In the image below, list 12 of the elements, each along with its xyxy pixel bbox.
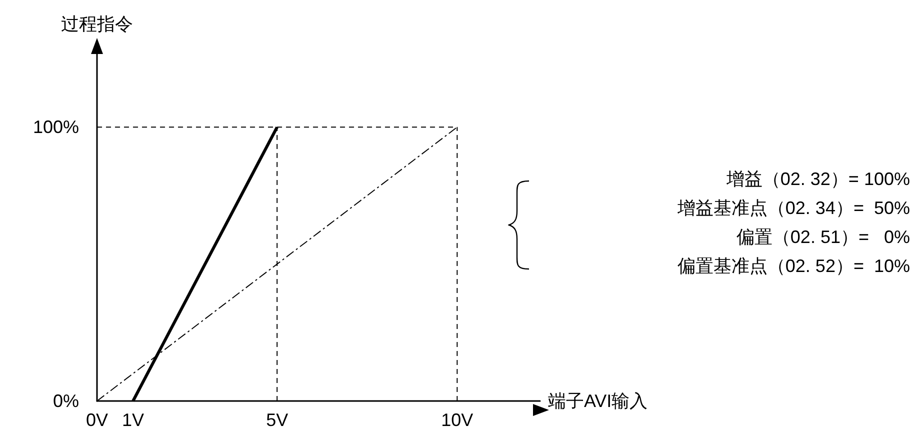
text: 偏置基准点（02. 52）= 10% (677, 256, 910, 276)
text: 增益（02. 32）= 100% (725, 169, 910, 189)
x-tick-label: 5V (266, 410, 288, 429)
x-tick-label: 1V (122, 410, 144, 429)
text: 增益基准点（02. 34）= 50% (676, 198, 910, 218)
x-axis-title: 端子AVI输入 (548, 391, 648, 411)
text: 偏置（02. 51）= 0% (736, 227, 910, 247)
y-tick-label: 0% (52, 391, 79, 411)
y-axis-title: 过程指令 (61, 14, 133, 34)
x-tick-label: 0V (86, 410, 108, 429)
y-tick-label: 100% (32, 117, 79, 138)
x-tick-label: 10V (441, 410, 474, 429)
